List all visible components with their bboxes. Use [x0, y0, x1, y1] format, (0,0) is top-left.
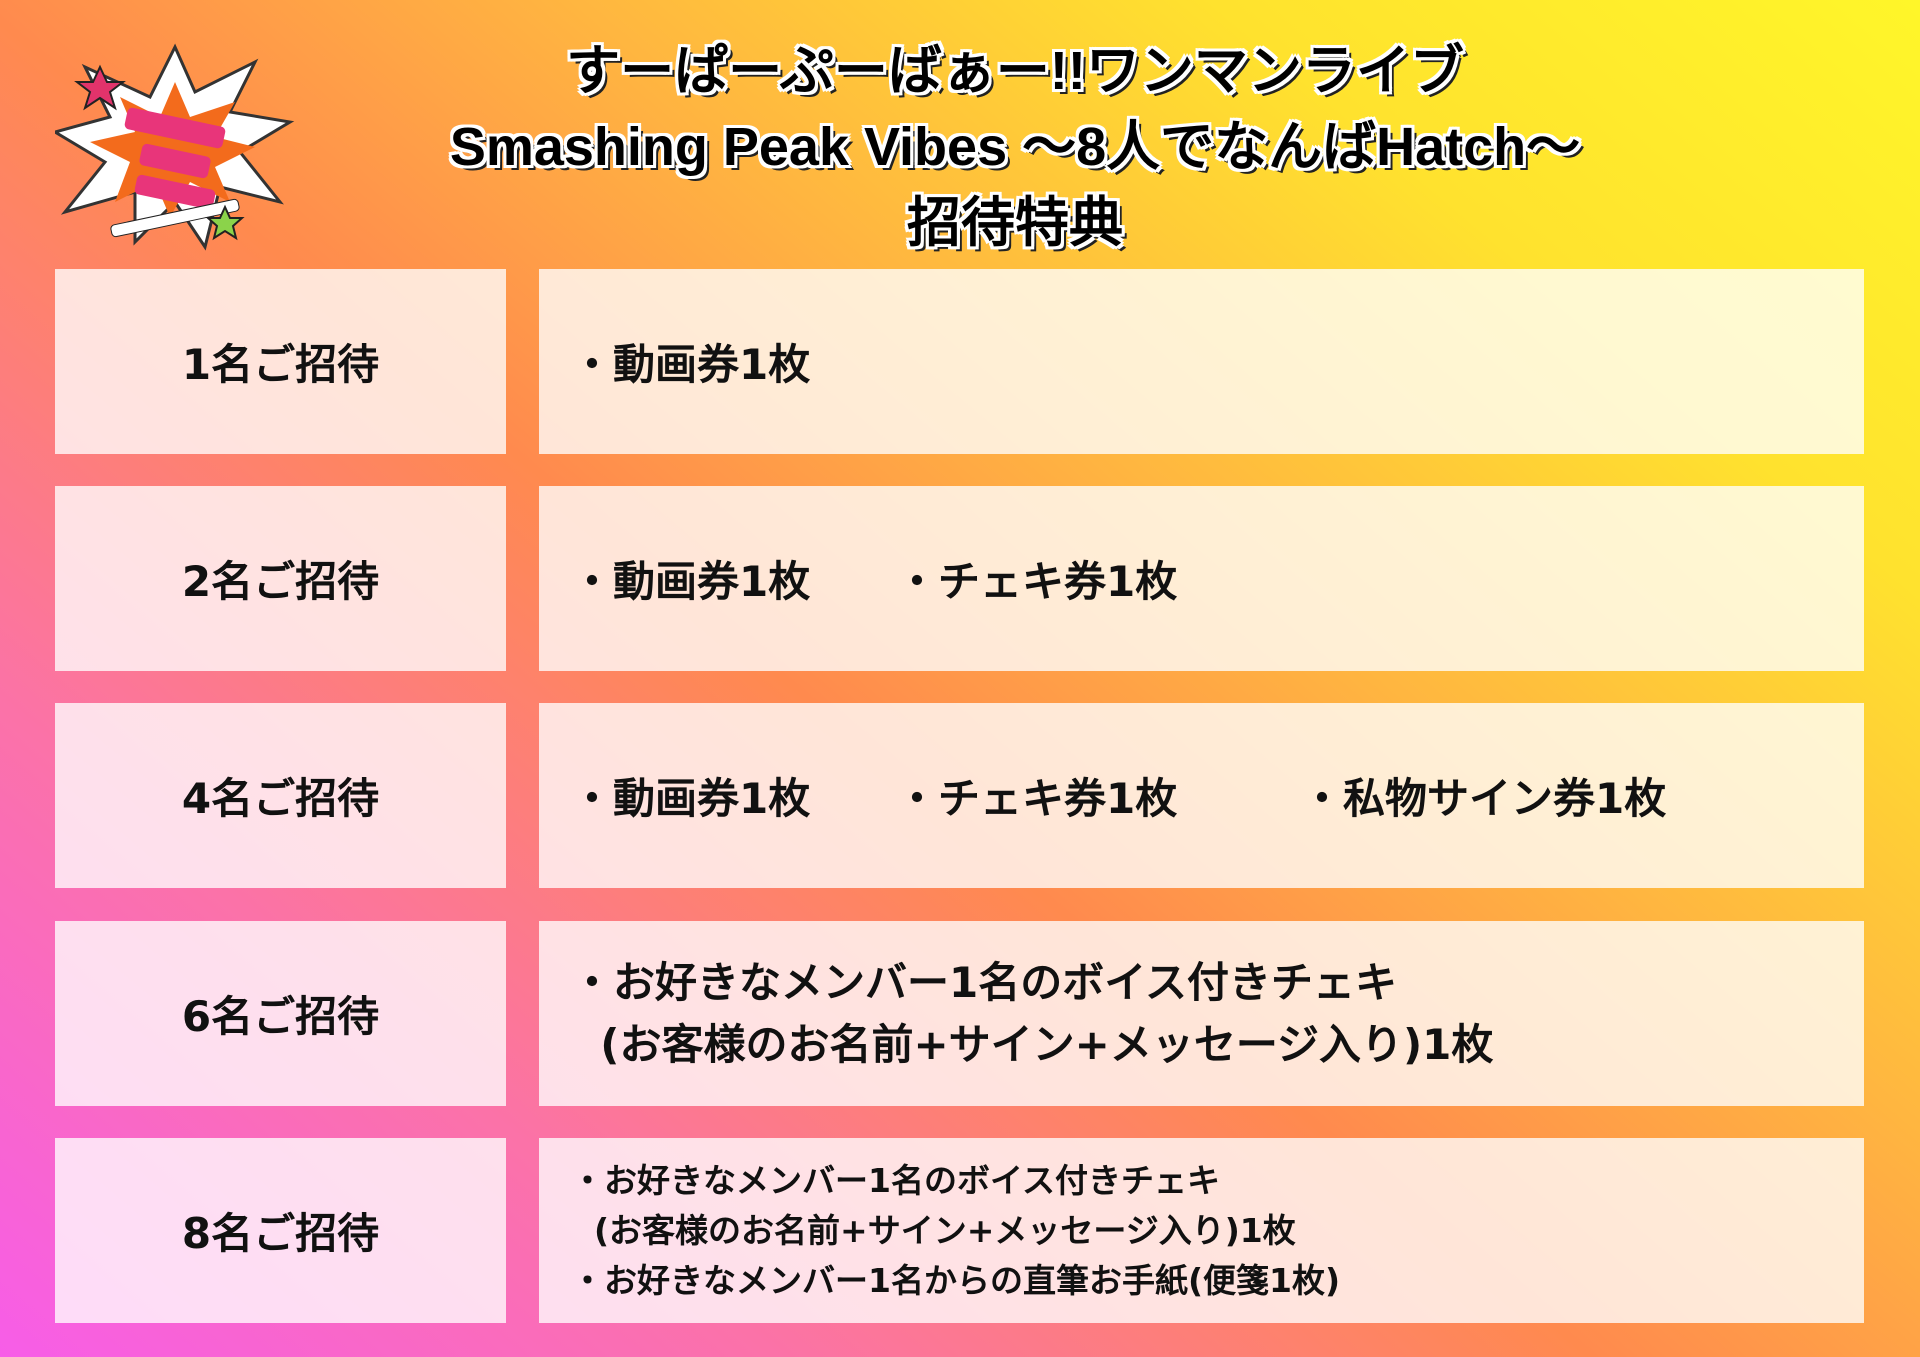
- benefit-item: ・チェキ券1枚: [896, 774, 1178, 823]
- row-label: 8名ご招待: [55, 1138, 506, 1323]
- row-label: 1名ご招待: [55, 269, 506, 454]
- benefit-item: ・動画券1枚: [571, 774, 811, 823]
- row-label: 6名ご招待: [55, 921, 506, 1106]
- title-line-3: 招待特典: [907, 193, 1123, 253]
- row-benefits: ・お好きなメンバー1名のボイス付きチェキ (お客様のお名前+サイン+メッセージ入…: [539, 1138, 1864, 1323]
- event-logo: [51, 42, 295, 252]
- row-benefits: ・動画券1枚 ・チェキ券1枚: [539, 486, 1864, 671]
- benefit-item: ・動画券1枚: [571, 340, 811, 389]
- table-row: 4名ご招待 ・動画券1枚 ・チェキ券1枚 ・私物サイン券1枚: [55, 703, 1864, 888]
- table-row: 6名ご招待 ・お好きなメンバー1名のボイス付きチェキ (お客様のお名前+サイン+…: [55, 921, 1864, 1106]
- title-line-1: すーぱーぷーばぁー!!ワンマンライブ: [566, 41, 1464, 101]
- benefit-item: ・チェキ券1枚: [896, 557, 1178, 606]
- benefit-line: ・お好きなメンバー1名からの直筆お手紙(便箋1枚): [571, 1260, 1341, 1300]
- row-benefits: ・動画券1枚 ・チェキ券1枚 ・私物サイン券1枚: [539, 703, 1864, 888]
- row-label: 4名ご招待: [55, 703, 506, 888]
- benefit-line: (お客様のお名前+サイン+メッセージ入り)1枚: [571, 1019, 1494, 1069]
- table-row: 2名ご招待 ・動画券1枚 ・チェキ券1枚: [55, 486, 1864, 671]
- row-benefits: ・お好きなメンバー1名のボイス付きチェキ (お客様のお名前+サイン+メッセージ入…: [539, 921, 1864, 1106]
- row-label: 2名ご招待: [55, 486, 506, 671]
- benefit-line: ・お好きなメンバー1名のボイス付きチェキ: [571, 957, 1397, 1007]
- row-benefits: ・動画券1枚: [539, 269, 1864, 454]
- benefit-line: ・お好きなメンバー1名のボイス付きチェキ: [571, 1160, 1220, 1200]
- table-row: 8名ご招待 ・お好きなメンバー1名のボイス付きチェキ (お客様のお名前+サイン+…: [55, 1138, 1864, 1323]
- benefit-item: ・私物サイン券1枚: [1301, 774, 1667, 823]
- title-line-2: Smashing Peak Vibes ～8人でなんばHatch～: [449, 117, 1581, 177]
- benefit-item: ・動画券1枚: [571, 557, 811, 606]
- benefit-line: (お客様のお名前+サイン+メッセージ入り)1枚: [571, 1210, 1296, 1250]
- table-row: 1名ご招待 ・動画券1枚: [55, 269, 1864, 454]
